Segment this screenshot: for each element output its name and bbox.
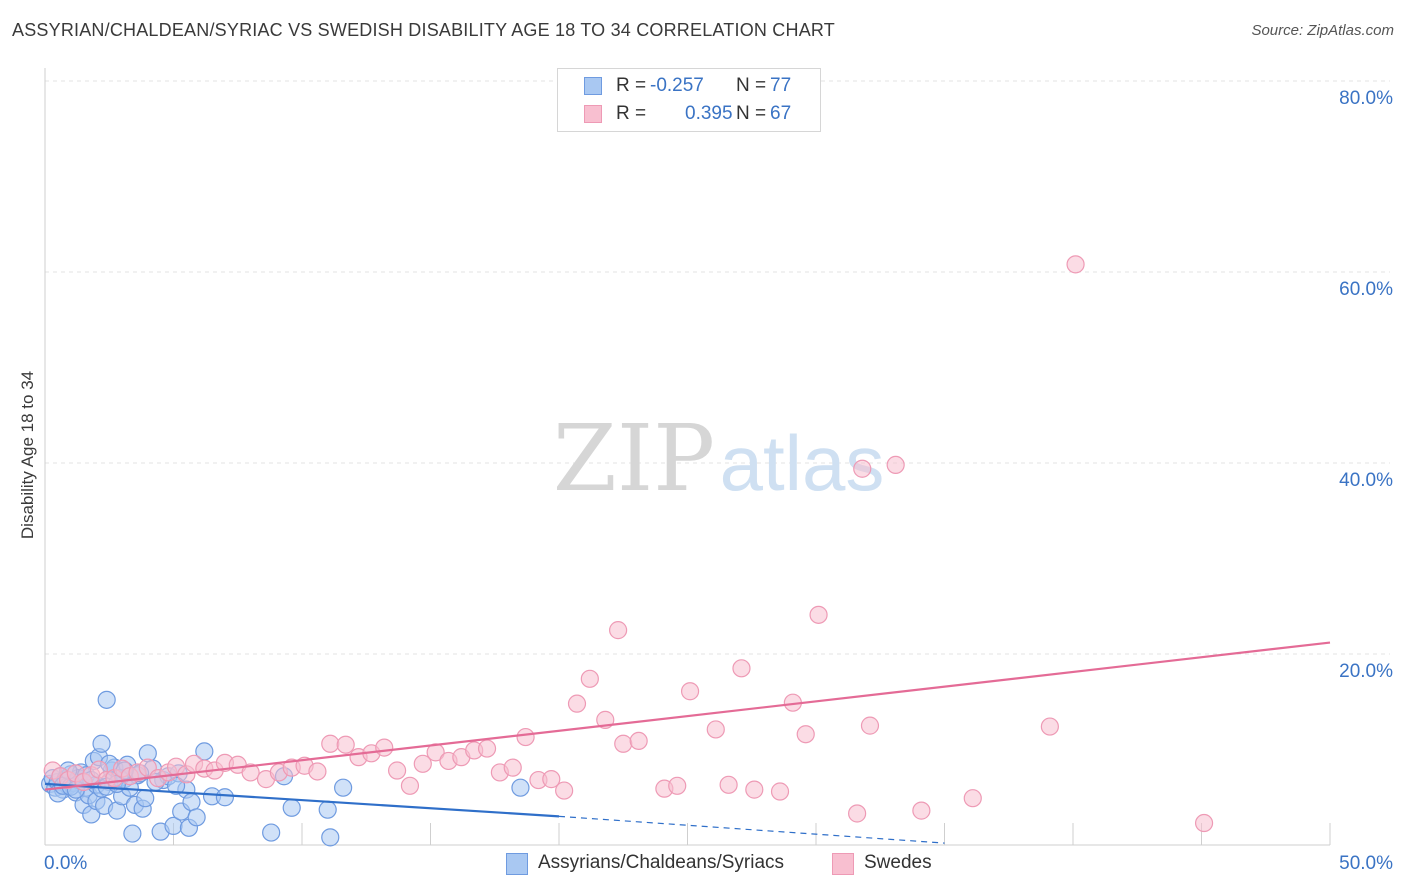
legend-swatch-blue (584, 77, 602, 95)
point-swedes (321, 734, 340, 753)
point-swedes (413, 754, 432, 773)
point-swedes (680, 682, 700, 701)
point-swedes (241, 763, 260, 782)
point-assyrians (92, 734, 111, 753)
correlation-legend: R = -0.257 N = 77 R = 0.395 N = 67 (557, 68, 821, 132)
point-swedes (886, 455, 905, 475)
source-label: Source: ZipAtlas.com (1251, 22, 1394, 39)
point-swedes (706, 720, 725, 739)
trend-lines (44, 641, 1331, 844)
series-legend: Assyrians/Chaldeans/Syriacs Swedes (0, 851, 1406, 877)
point-swedes (668, 776, 687, 795)
point-swedes (629, 731, 648, 751)
watermark: ZIP atlas (553, 405, 884, 512)
point-swedes (609, 621, 628, 640)
legend-n-label: N = (736, 103, 767, 124)
point-swedes (375, 738, 394, 757)
point-swedes (963, 789, 982, 808)
point-swedes (860, 716, 880, 735)
legend-swatch-pink (832, 853, 854, 875)
y-tick-label: 60.0% (1339, 279, 1393, 300)
y-tick-label: 80.0% (1339, 88, 1393, 109)
point-swedes (503, 758, 522, 777)
trend-line-assyrians-extension (558, 815, 945, 844)
legend-r-value: 0.395 (685, 103, 733, 124)
point-swedes (516, 727, 535, 747)
point-assyrians (262, 823, 281, 842)
point-assyrians (321, 828, 340, 847)
point-swedes (1066, 255, 1085, 274)
legend-r-label: R = (616, 75, 647, 96)
legend-r-label: R = (616, 103, 647, 124)
trend-line-assyrians (44, 782, 560, 818)
tick-labels: 20.0% 40.0% 60.0% 80.0% 0.0% 50.0% (44, 88, 1393, 874)
point-swedes (912, 801, 931, 820)
point-assyrians (187, 808, 206, 827)
chart-title: ASSYRIAN/CHALDEAN/SYRIAC VS SWEDISH DISA… (12, 20, 835, 40)
point-swedes (732, 659, 751, 678)
legend-n-label: N = (736, 75, 767, 96)
point-assyrians (318, 800, 337, 819)
watermark-zip: ZIP (553, 405, 715, 512)
point-swedes (336, 735, 355, 754)
legend-n-value: 67 (770, 103, 792, 124)
point-swedes (796, 725, 815, 744)
point-assyrians (511, 778, 530, 797)
point-swedes (580, 669, 599, 688)
point-swedes (477, 739, 497, 758)
point-assyrians (182, 792, 201, 812)
point-swedes (770, 782, 790, 801)
point-assyrians (215, 788, 234, 807)
point-swedes (853, 459, 872, 478)
point-swedes (387, 761, 407, 780)
trend-line-swedes (44, 641, 1331, 791)
legend-swatch-pink (584, 105, 602, 123)
point-assyrians (334, 778, 353, 797)
x-tick-label-max: 50.0% (1339, 853, 1393, 874)
point-swedes (555, 781, 574, 800)
x-tick-label-min: 0.0% (44, 853, 87, 874)
legend-swatch-blue (506, 853, 528, 875)
point-swedes (614, 734, 633, 753)
point-assyrians (123, 824, 142, 843)
point-swedes (1040, 717, 1059, 736)
legend-label: Swedes (864, 852, 932, 873)
point-swedes (542, 770, 561, 789)
legend-n-value: 77 (770, 75, 792, 96)
point-assyrians (97, 690, 116, 709)
point-assyrians (136, 789, 155, 808)
point-swedes (848, 804, 867, 823)
point-swedes (745, 780, 764, 799)
y-tick-label: 20.0% (1339, 661, 1393, 682)
point-swedes (809, 605, 828, 624)
grid (44, 68, 1390, 846)
point-swedes (1194, 813, 1214, 833)
y-tick-label: 40.0% (1339, 470, 1393, 491)
legend-label: Assyrians/Chaldeans/Syriacs (538, 852, 785, 873)
point-assyrians (282, 798, 301, 817)
data-points (41, 255, 1214, 847)
point-swedes (567, 694, 587, 713)
point-swedes (400, 776, 420, 795)
point-assyrians (166, 776, 186, 795)
point-swedes (719, 775, 738, 794)
point-swedes (308, 762, 327, 781)
legend-r-value: -0.257 (650, 75, 704, 96)
